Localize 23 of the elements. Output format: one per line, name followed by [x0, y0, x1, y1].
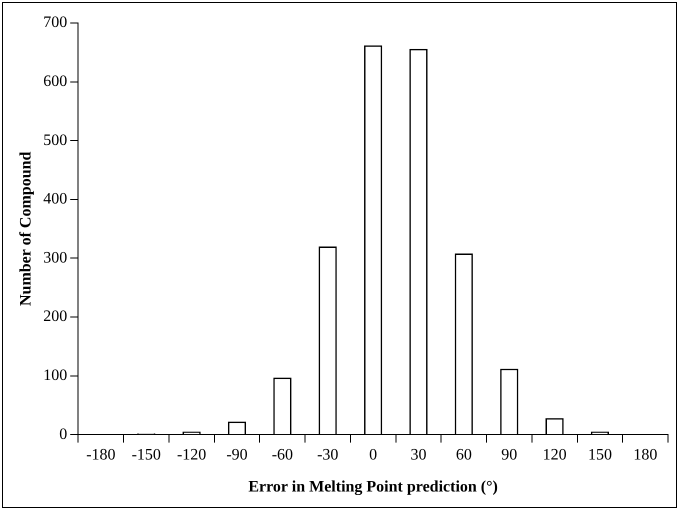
x-tick-label: 30 [410, 446, 426, 464]
x-tick-label: 60 [456, 446, 472, 464]
y-tick-label: 700 [43, 14, 68, 32]
x-tick-label: -120 [176, 446, 206, 464]
x-tick-label: 180 [633, 446, 658, 464]
x-tick-label: -60 [272, 446, 294, 464]
y-tick-label: 0 [59, 426, 68, 443]
x-tick-label: 120 [542, 446, 567, 464]
x-tick-label: -90 [226, 446, 248, 464]
x-axis-title: Error in Melting Point prediction (°) [248, 478, 498, 496]
y-tick-label: 500 [43, 132, 68, 149]
y-tick-label: 200 [43, 308, 68, 326]
y-axis-title: Number of Compound [18, 152, 35, 306]
y-tick-label: 400 [43, 190, 68, 208]
x-tick-label: -180 [86, 446, 116, 464]
x-tick-label: 150 [588, 446, 612, 464]
y-tick-label: 300 [43, 249, 68, 266]
y-tick-label: 600 [43, 73, 68, 90]
y-tick-label: 100 [43, 367, 68, 384]
x-tick-label: -150 [132, 446, 161, 464]
x-tick-label: 90 [501, 446, 518, 464]
x-tick-label: -30 [317, 446, 338, 464]
x-tick-label: 0 [369, 446, 378, 464]
